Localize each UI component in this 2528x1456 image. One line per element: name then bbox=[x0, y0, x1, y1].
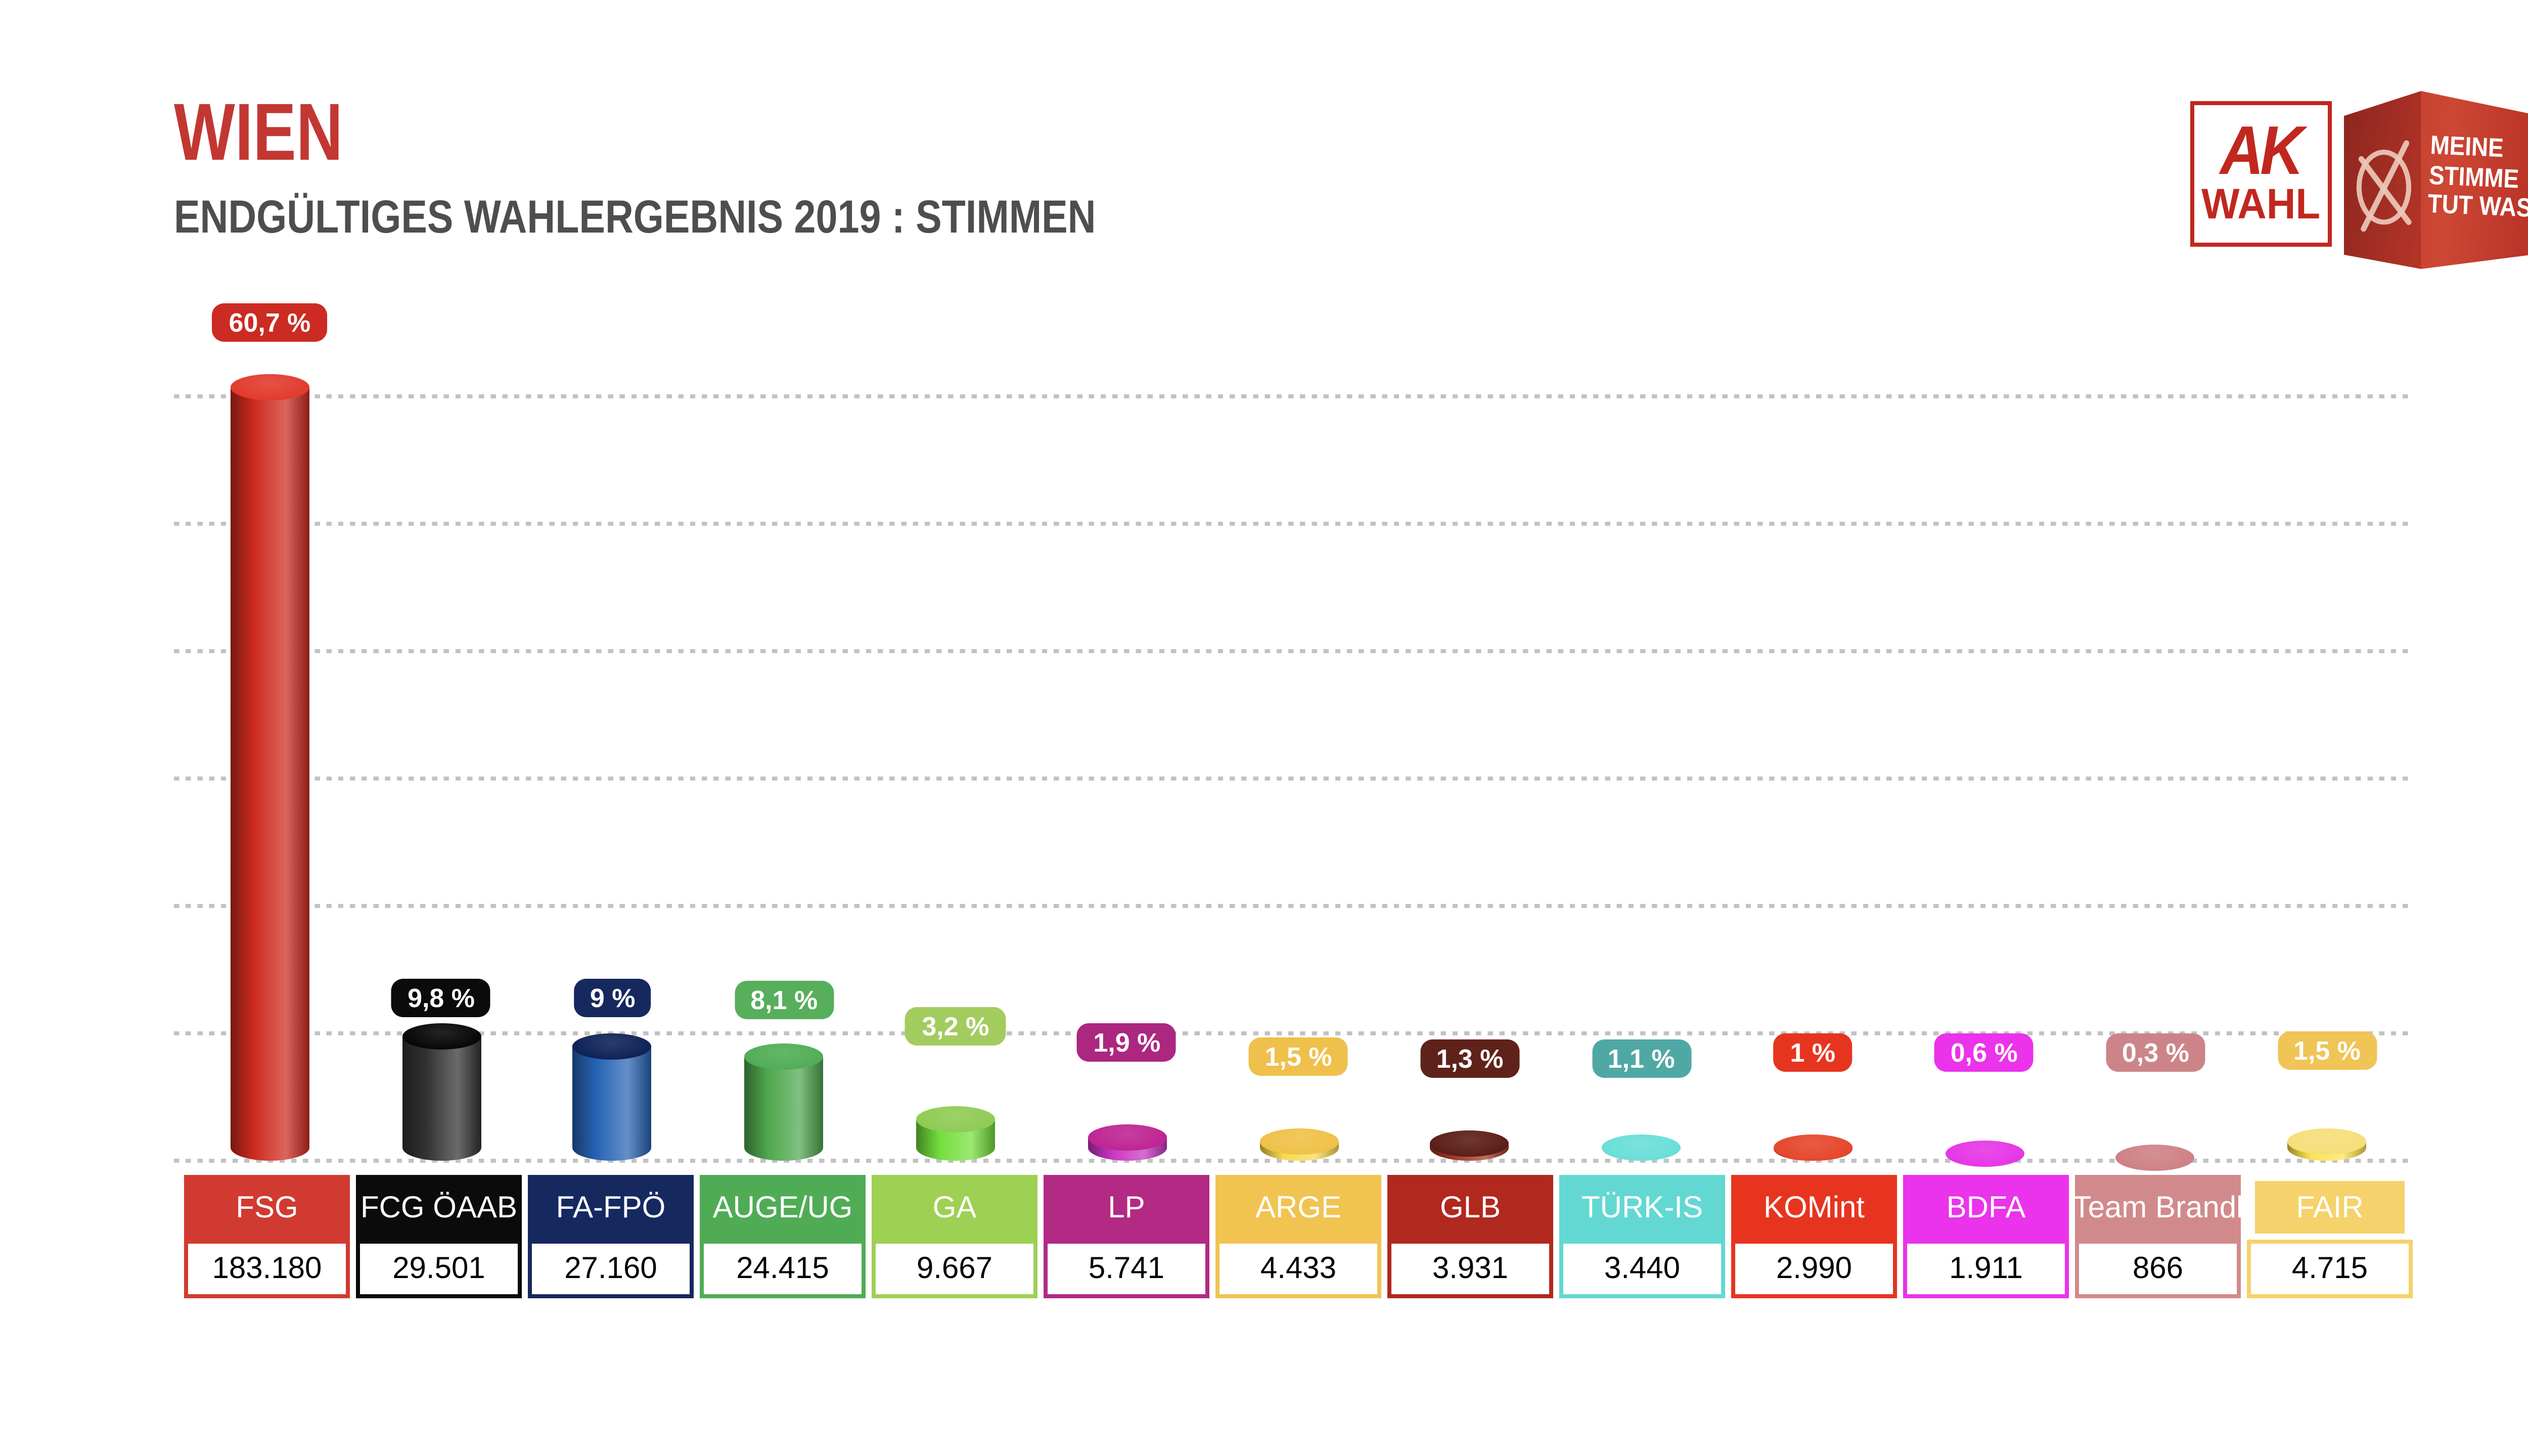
legend-value-bdfa: 1.911 bbox=[1903, 1240, 2069, 1298]
legend-col-fsg: FSG 183.180 bbox=[184, 1175, 350, 1298]
pct-label-fcg-aab: 9,8 % bbox=[391, 979, 491, 1017]
pct-label-fa-fp: 9 % bbox=[573, 979, 652, 1017]
ak-logo-text: AK bbox=[2221, 113, 2305, 190]
pct-label-team-brandl: 0,3 % bbox=[2105, 1033, 2205, 1072]
legend-col-team-brandl: Team Brandl 866 bbox=[2075, 1175, 2241, 1298]
legend-col-bdfa: BDFA 1.911 bbox=[1903, 1175, 2069, 1298]
bar-cylinder-top-lp bbox=[1087, 1123, 1166, 1150]
pct-label-fsg: 60,7 % bbox=[212, 302, 327, 341]
legend-col-auge-ug: AUGE/UG 24.415 bbox=[700, 1175, 866, 1298]
legend-value-auge-ug: 24.415 bbox=[700, 1240, 866, 1298]
legend-value-t-rk-is: 3.440 bbox=[1559, 1240, 1725, 1298]
bar-cylinder-top-glb bbox=[1430, 1131, 1510, 1158]
pct-label-arge: 1,5 % bbox=[1248, 1037, 1348, 1076]
pct-label-lp: 1,9 % bbox=[1077, 1023, 1177, 1062]
gridline-60pct bbox=[174, 394, 2413, 399]
gridline-10pct bbox=[174, 1031, 2413, 1036]
bar-cylinder-body-fcg-aab bbox=[401, 1036, 481, 1161]
bar-cylinder-top-arge bbox=[1259, 1128, 1338, 1155]
pct-label-bdfa: 0,6 % bbox=[1934, 1033, 2034, 1072]
page-title: WIEN bbox=[174, 89, 343, 178]
legend-header-glb: GLB bbox=[1387, 1175, 1553, 1240]
legend-header-auge-ug: AUGE/UG bbox=[700, 1175, 866, 1240]
legend-header-fair: FAIR bbox=[2255, 1181, 2405, 1234]
legend-col-fair: FAIR 4.715 bbox=[2247, 1175, 2413, 1298]
ballot-box-front-face bbox=[2344, 91, 2421, 269]
legend-header-fcg-aab: FCG ÖAAB bbox=[356, 1175, 522, 1240]
legend-col-arge: ARGE 4.433 bbox=[1215, 1175, 1381, 1298]
legend-value-fsg: 183.180 bbox=[184, 1240, 350, 1298]
ak-wahl-logo: AK WAHL bbox=[2190, 101, 2332, 247]
pct-label-ga: 3,2 % bbox=[906, 1007, 1006, 1045]
legend-header-fa-fp: FA-FPÖ bbox=[528, 1175, 694, 1240]
bar-cylinder-body-fa-fp bbox=[573, 1046, 652, 1161]
legend-value-lp: 5.741 bbox=[1044, 1240, 1209, 1298]
gridline-40pct bbox=[174, 649, 2413, 654]
bar-cylinder-body-auge-ug bbox=[744, 1057, 824, 1161]
bar-cylinder-top-komint bbox=[1773, 1134, 1853, 1161]
ballot-box-graphic: MEINE STIMME TUT WAS. bbox=[2344, 91, 2528, 269]
bar-cylinder-top-fcg-aab bbox=[401, 1023, 481, 1049]
legend-col-fcg-aab: FCG ÖAAB 29.501 bbox=[356, 1175, 522, 1298]
legend-header-t-rk-is: TÜRK-IS bbox=[1559, 1175, 1725, 1240]
bar-cylinder-top-fsg bbox=[230, 374, 309, 401]
legend-header-bdfa: BDFA bbox=[1903, 1175, 2069, 1240]
bar-cylinder-top-fa-fp bbox=[573, 1033, 652, 1060]
bar-cylinder-top-fair bbox=[2287, 1128, 2367, 1155]
legend-table: FSG 183.180 FCG ÖAAB 29.501 FA-FPÖ 27.160 AUGE… bbox=[184, 1175, 2413, 1298]
legend-header-lp: LP bbox=[1044, 1175, 1209, 1240]
gridline-0pct bbox=[174, 1158, 2413, 1163]
pct-label-t-rk-is: 1,1 % bbox=[1591, 1039, 1691, 1078]
legend-value-ga: 9.667 bbox=[872, 1240, 1037, 1298]
pct-label-fair: 1,5 % bbox=[2277, 1031, 2377, 1070]
legend-header-fsg: FSG bbox=[184, 1175, 350, 1240]
legend-value-fa-fp: 27.160 bbox=[528, 1240, 694, 1298]
legend-value-team-brandl: 866 bbox=[2075, 1240, 2241, 1298]
bar-cylinder-top-bdfa bbox=[1945, 1140, 2024, 1166]
legend-col-komint: KOMint 2.990 bbox=[1731, 1175, 1897, 1298]
legend-col-ga: GA 9.667 bbox=[872, 1175, 1037, 1298]
gridline-30pct bbox=[174, 776, 2413, 781]
legend-col-fa-fp: FA-FPÖ 27.160 bbox=[528, 1175, 694, 1298]
legend-value-fair: 4.715 bbox=[2247, 1240, 2413, 1298]
legend-value-glb: 3.931 bbox=[1387, 1240, 1553, 1298]
gridline-50pct bbox=[174, 521, 2413, 526]
bar-cylinder-top-t-rk-is bbox=[1602, 1133, 1681, 1160]
gridline-20pct bbox=[174, 903, 2413, 908]
bar-cylinder-top-team-brandl bbox=[2116, 1144, 2195, 1170]
legend-header-komint: KOMint bbox=[1731, 1175, 1897, 1240]
legend-header-team-brandl: Team Brandl bbox=[2075, 1175, 2241, 1240]
legend-header-ga: GA bbox=[872, 1175, 1037, 1240]
circled-x-icon bbox=[2356, 141, 2411, 233]
legend-header-arge: ARGE bbox=[1215, 1175, 1381, 1240]
page-subtitle: ENDGÜLTIGES WAHLERGEBNIS 2019 : STIMMEN bbox=[174, 190, 1096, 243]
pct-label-glb: 1,3 % bbox=[1420, 1039, 1520, 1078]
ballot-box-side-face: MEINE STIMME TUT WAS. bbox=[2421, 91, 2528, 269]
bar-cylinder-top-ga bbox=[916, 1107, 995, 1133]
pct-label-auge-ug: 8,1 % bbox=[734, 981, 834, 1019]
pct-label-komint: 1 % bbox=[1774, 1033, 1852, 1072]
legend-col-glb: GLB 3.931 bbox=[1387, 1175, 1553, 1298]
legend-col-lp: LP 5.741 bbox=[1044, 1175, 1209, 1298]
bar-cylinder-body-fsg bbox=[230, 387, 309, 1161]
legend-col-t-rk-is: TÜRK-IS 3.440 bbox=[1559, 1175, 1725, 1298]
wahl-logo-text: WAHL bbox=[2201, 182, 2321, 229]
legend-value-fcg-aab: 29.501 bbox=[356, 1240, 522, 1298]
legend-value-arge: 4.433 bbox=[1215, 1240, 1381, 1298]
legend-value-komint: 2.990 bbox=[1731, 1240, 1897, 1298]
